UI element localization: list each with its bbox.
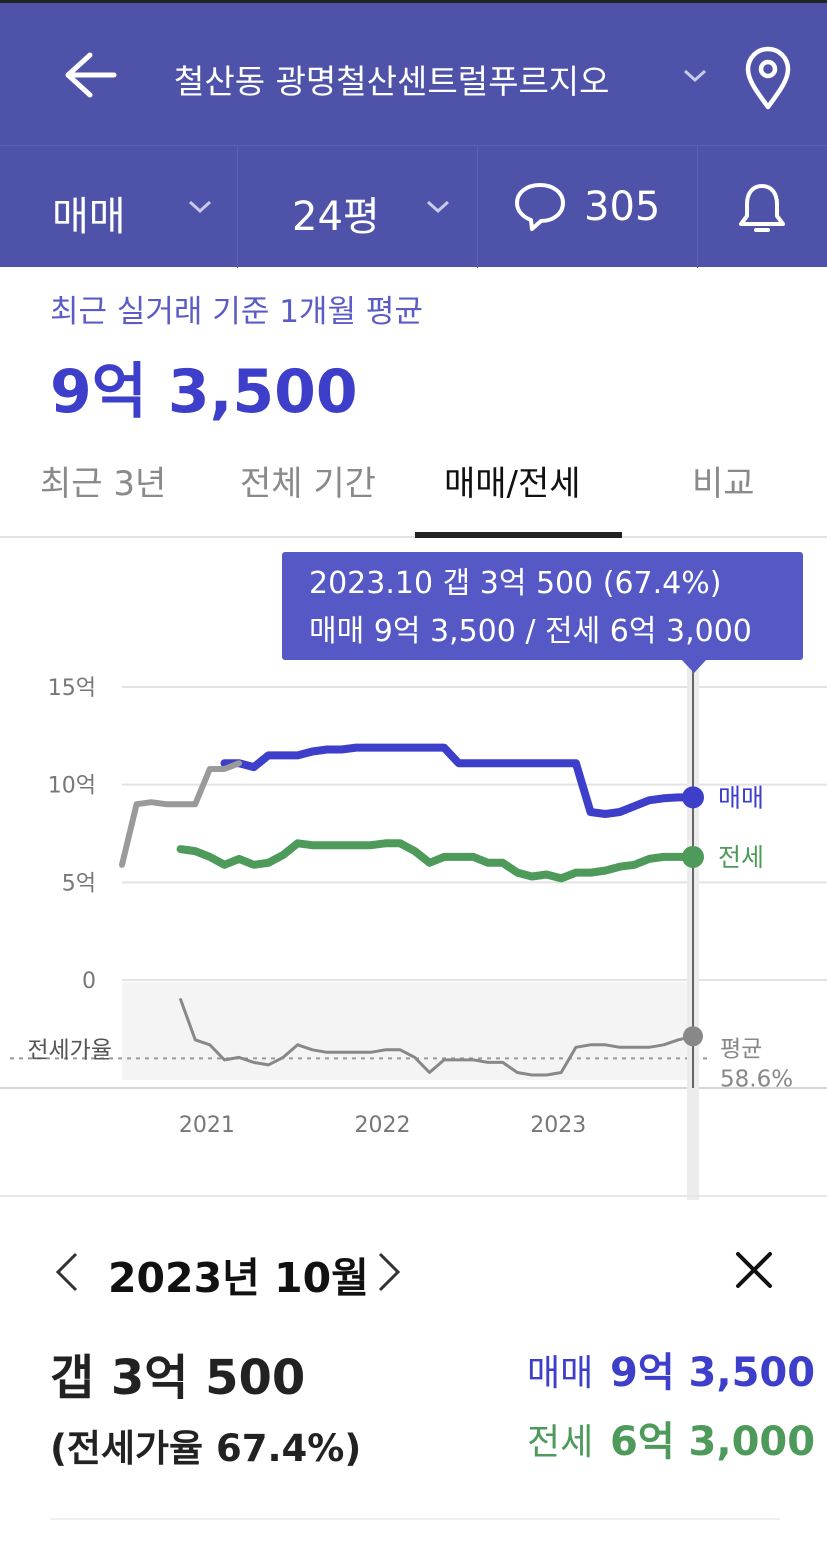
sale-endpoint xyxy=(682,786,704,809)
close-icon[interactable] xyxy=(733,1249,775,1291)
chevron-right-icon[interactable] xyxy=(374,1250,404,1294)
ratio-band xyxy=(122,982,693,1080)
size-select[interactable]: 24평 xyxy=(238,146,478,268)
filter-bar: 매매 24평 305 xyxy=(0,145,827,268)
jeonse-ratio: (전세가율 67.4%) xyxy=(50,1427,362,1470)
comments-button[interactable]: 305 xyxy=(478,146,698,268)
average-label: 평균 xyxy=(720,1036,762,1062)
y-tick-label: 0 xyxy=(82,969,96,994)
bottom-divider xyxy=(50,1518,780,1520)
active-tab-indicator xyxy=(415,532,622,538)
comment-bubble-icon xyxy=(515,183,565,231)
back-arrow-icon[interactable] xyxy=(60,49,120,101)
x-tick-label: 2023 xyxy=(530,1113,586,1138)
detail-divider xyxy=(0,1195,827,1197)
detail-month: 2023년 10월 xyxy=(108,1254,369,1302)
jeonse-endpoint xyxy=(682,845,704,868)
average-price: 9억 3,500 xyxy=(50,357,358,427)
tab-sale-jeonse[interactable]: 매매/전세 xyxy=(444,464,581,504)
series-line-매매(이전) xyxy=(119,760,243,868)
tab-compare[interactable]: 비교 xyxy=(692,464,755,504)
size-label: 24평 xyxy=(292,194,380,240)
chevron-down-icon xyxy=(188,200,212,214)
chart-tooltip: 2023.10 갭 3억 500 (67.4%) 매매 9억 3,500 / 전… xyxy=(282,552,803,660)
complex-title[interactable]: 철산동 광명철산센트럴푸르지오 xyxy=(174,62,610,101)
bell-icon xyxy=(739,184,785,232)
ratio-endpoint xyxy=(683,1026,703,1047)
x-tick-label: 2021 xyxy=(179,1113,235,1138)
gap-amount: 갭 3억 500 xyxy=(50,1350,306,1406)
jeonse-label: 전세 xyxy=(527,1422,594,1463)
y-tick-label: 10억 xyxy=(48,774,96,799)
recent-average-label: 최근 실거래 기준 1개월 평균 xyxy=(50,294,423,330)
trade-type-select[interactable]: 매매 xyxy=(0,146,238,268)
tooltip-price-line: 매매 9억 3,500 / 전세 6억 3,000 xyxy=(309,614,752,649)
x-tick-label: 2022 xyxy=(355,1113,411,1138)
alert-button[interactable] xyxy=(698,146,827,268)
tab-all-period[interactable]: 전체 기간 xyxy=(240,464,376,504)
top-app-bar: 철산동 광명철산센트럴푸르지오 xyxy=(0,0,827,145)
average-value: 58.6% xyxy=(720,1066,793,1092)
series-line-매매 xyxy=(220,743,697,818)
tab-recent-3-years[interactable]: 최근 3년 xyxy=(40,464,167,504)
tooltip-pointer xyxy=(681,659,707,673)
chevron-down-icon xyxy=(426,200,450,214)
y-tick-label: 15억 xyxy=(48,676,96,701)
comment-count: 305 xyxy=(584,184,661,230)
tooltip-gap-line: 2023.10 갭 3억 500 (67.4%) xyxy=(309,566,722,601)
jeonse-value: 6억 3,000 xyxy=(610,1419,816,1465)
chevron-left-icon[interactable] xyxy=(52,1250,82,1294)
chevron-down-icon[interactable] xyxy=(680,61,710,91)
trade-type-label: 매매 xyxy=(52,194,126,240)
sale-series-label: 매매 xyxy=(718,783,764,812)
jeonse-series-label: 전세 xyxy=(718,843,764,872)
location-pin-icon[interactable] xyxy=(740,43,796,111)
ratio-band-label: 전세가율 xyxy=(27,1037,112,1063)
series-line-전세 xyxy=(176,839,697,883)
sale-label: 매매 xyxy=(527,1353,594,1394)
series-line-전세가율 xyxy=(179,998,695,1077)
sale-value: 9억 3,500 xyxy=(610,1350,816,1396)
period-tabs: 최근 3년 전체 기간 매매/전세 비교 xyxy=(0,440,827,538)
y-tick-label: 5억 xyxy=(62,871,96,896)
